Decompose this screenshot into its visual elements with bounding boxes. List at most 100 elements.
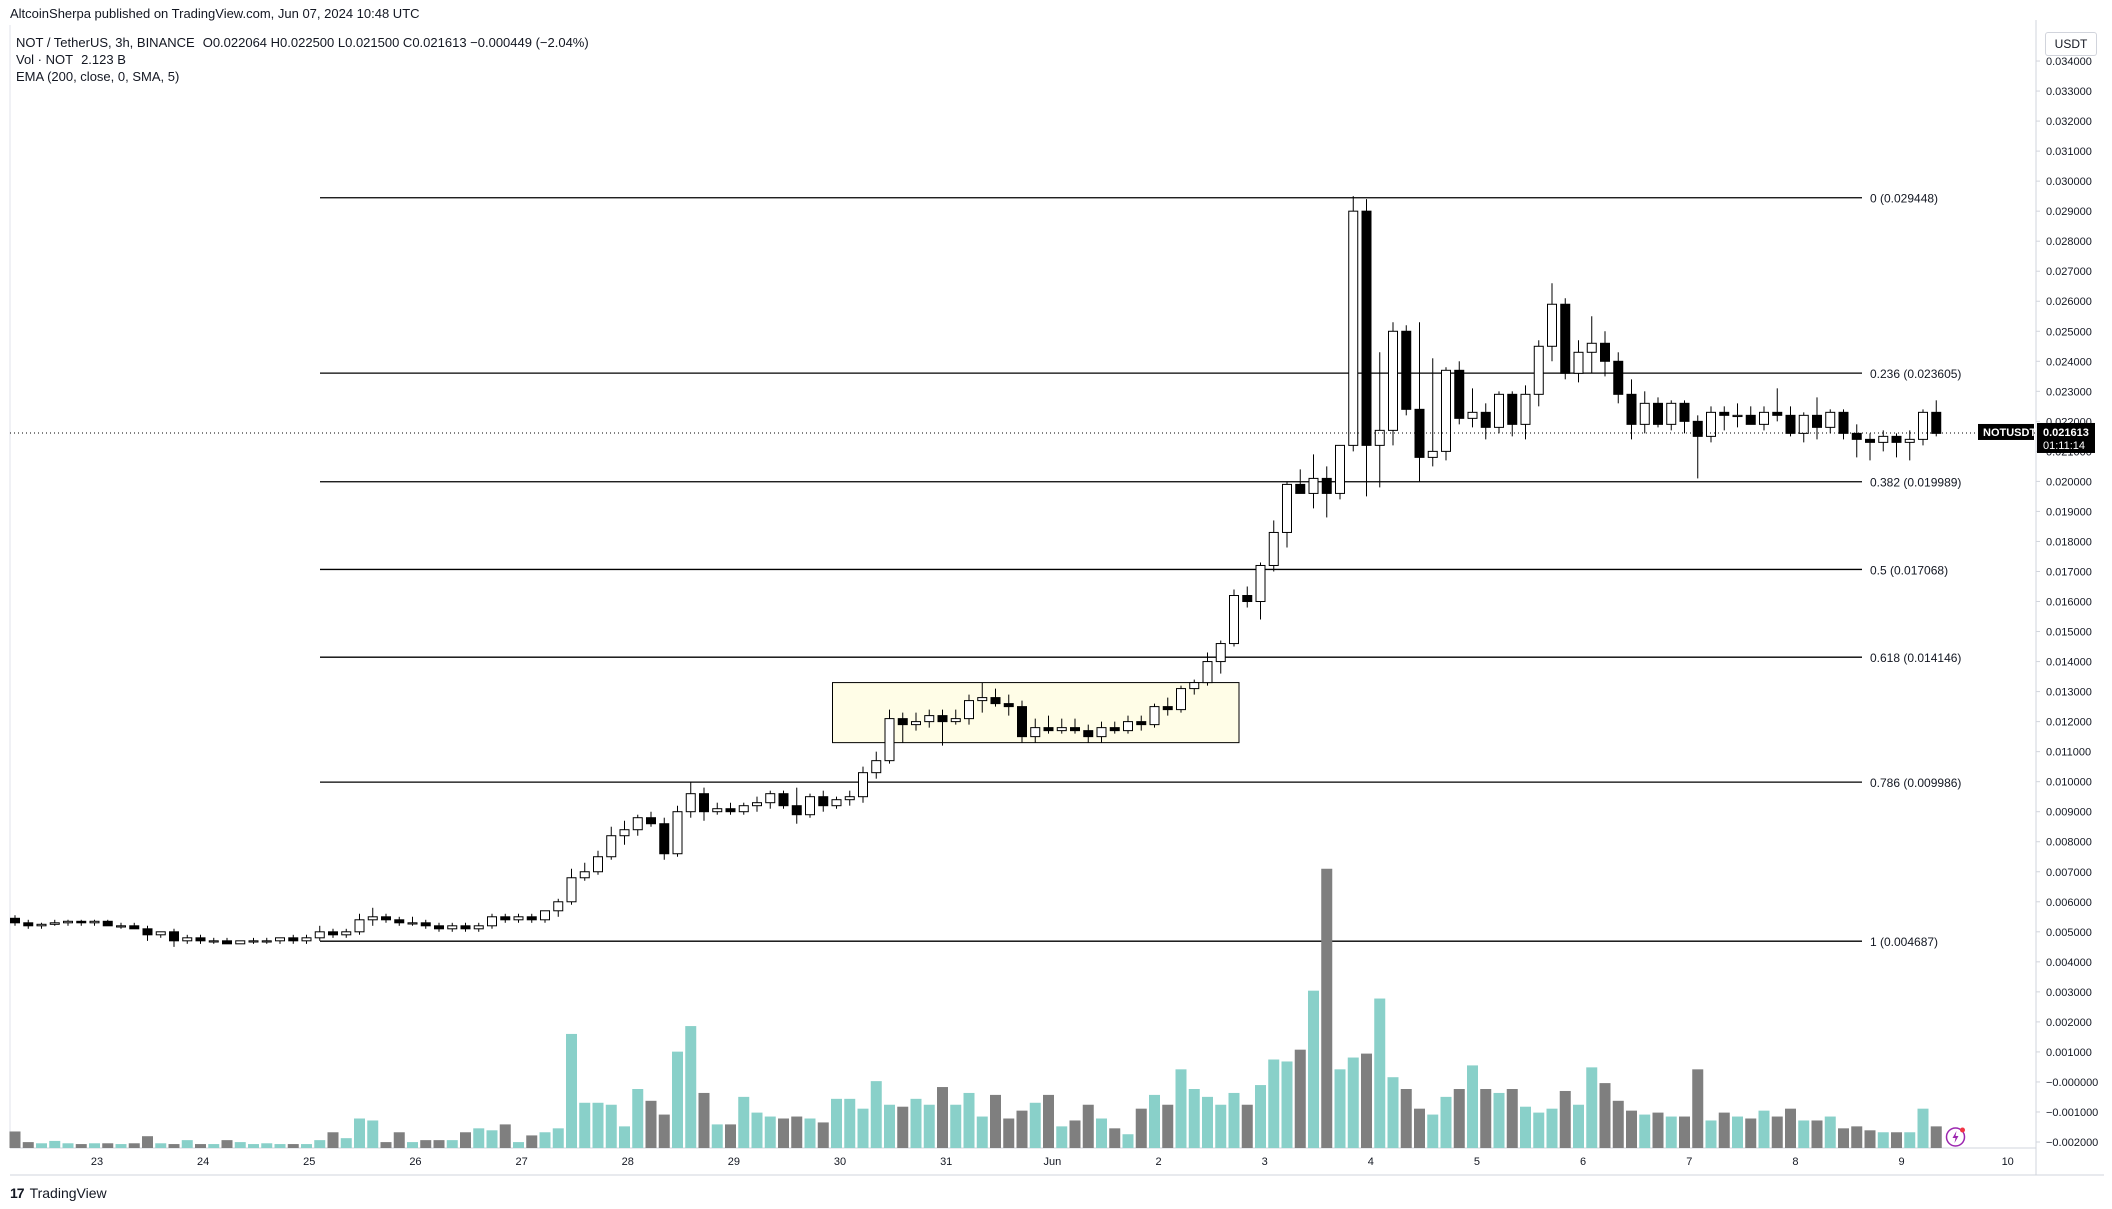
candle[interactable] — [805, 796, 815, 816]
candle[interactable] — [1480, 411, 1491, 428]
candle[interactable] — [884, 718, 895, 762]
candle[interactable] — [1507, 393, 1518, 425]
candle[interactable] — [23, 922, 34, 927]
candle[interactable] — [1759, 411, 1769, 425]
candle[interactable] — [1666, 402, 1677, 425]
candle[interactable] — [261, 940, 272, 943]
candle[interactable] — [1321, 477, 1332, 494]
candle[interactable] — [924, 715, 935, 723]
candle[interactable] — [328, 931, 338, 936]
candle[interactable] — [1295, 483, 1306, 494]
candle[interactable] — [182, 937, 193, 942]
candle[interactable] — [1745, 414, 1756, 425]
candle[interactable] — [1838, 411, 1849, 434]
candle[interactable] — [275, 937, 285, 942]
volume-label[interactable]: Vol · NOT — [16, 52, 74, 67]
candle[interactable] — [513, 916, 524, 921]
candle[interactable] — [579, 871, 590, 879]
candle[interactable] — [725, 808, 736, 813]
candle[interactable] — [487, 916, 497, 927]
candle[interactable] — [738, 805, 749, 813]
candle[interactable] — [1162, 706, 1173, 711]
candle[interactable] — [1282, 483, 1292, 533]
candle[interactable] — [1613, 360, 1624, 395]
candle[interactable] — [460, 925, 471, 930]
candle[interactable] — [235, 940, 246, 945]
candle[interactable] — [752, 802, 762, 807]
candle[interactable] — [1706, 411, 1716, 437]
candle[interactable] — [778, 793, 789, 807]
candle[interactable] — [1003, 703, 1014, 708]
candle[interactable] — [1056, 727, 1067, 732]
candle[interactable] — [89, 920, 100, 924]
candle[interactable] — [1891, 435, 1902, 443]
candle[interactable] — [354, 919, 365, 933]
candle[interactable] — [500, 916, 511, 921]
candle[interactable] — [1772, 411, 1783, 416]
candle[interactable] — [1692, 420, 1703, 437]
candle[interactable] — [818, 796, 829, 807]
candle[interactable] — [977, 697, 988, 702]
candle[interactable] — [129, 925, 140, 930]
candle[interactable] — [1825, 411, 1836, 428]
candle[interactable] — [526, 916, 537, 921]
candle[interactable] — [593, 856, 603, 873]
candle[interactable] — [1454, 369, 1465, 419]
candle[interactable] — [844, 796, 855, 801]
candle[interactable] — [1149, 706, 1160, 726]
candle[interactable] — [420, 922, 431, 927]
candle[interactable] — [222, 940, 232, 945]
candle[interactable] — [314, 931, 325, 939]
candle[interactable] — [1639, 402, 1650, 425]
candle[interactable] — [911, 721, 921, 726]
candle[interactable] — [142, 928, 153, 936]
candle[interactable] — [1070, 727, 1080, 732]
candle[interactable] — [1600, 342, 1610, 362]
candle[interactable] — [646, 817, 656, 825]
candle[interactable] — [63, 920, 73, 924]
candle[interactable] — [619, 829, 630, 837]
candle[interactable] — [606, 835, 617, 858]
candle[interactable] — [1215, 643, 1226, 663]
candle[interactable] — [1918, 411, 1928, 440]
candle[interactable] — [394, 919, 405, 924]
candle[interactable] — [791, 805, 802, 816]
candle[interactable] — [473, 925, 484, 930]
candle[interactable] — [1229, 595, 1239, 645]
candle[interactable] — [1586, 342, 1597, 353]
candle[interactable] — [1268, 531, 1279, 566]
candle[interactable] — [950, 718, 961, 723]
candle[interactable] — [288, 937, 299, 942]
currency-unit-button[interactable]: USDT — [2045, 32, 2097, 56]
candle[interactable] — [102, 920, 113, 927]
candle[interactable] — [1719, 411, 1730, 416]
candle[interactable] — [1547, 303, 1557, 347]
candle[interactable] — [1812, 414, 1822, 428]
candle[interactable] — [381, 916, 391, 921]
candle[interactable] — [1732, 414, 1743, 418]
candle[interactable] — [672, 811, 683, 855]
candle[interactable] — [1441, 369, 1451, 452]
candle[interactable] — [1520, 393, 1531, 425]
candle[interactable] — [1109, 727, 1120, 732]
candle[interactable] — [990, 697, 1001, 705]
tradingview-brand[interactable]: 17 TradingView — [10, 1185, 107, 1201]
candle[interactable] — [1189, 682, 1200, 690]
candle[interactable] — [1851, 432, 1862, 440]
candle[interactable] — [1335, 444, 1345, 494]
symbol-title[interactable]: NOT / TetherUS, 3h, BINANCE — [16, 35, 195, 50]
candle[interactable] — [1388, 330, 1398, 431]
candle[interactable] — [1653, 402, 1663, 425]
candle[interactable] — [858, 772, 868, 798]
candle[interactable] — [765, 793, 776, 804]
candle[interactable] — [155, 931, 166, 936]
candle[interactable] — [871, 760, 882, 774]
candle[interactable] — [301, 937, 312, 942]
candle[interactable] — [566, 877, 577, 903]
candle[interactable] — [367, 916, 378, 921]
candle[interactable] — [540, 910, 550, 921]
candle[interactable] — [1573, 351, 1584, 374]
candle[interactable] — [1017, 706, 1027, 738]
candle[interactable] — [1904, 438, 1915, 443]
